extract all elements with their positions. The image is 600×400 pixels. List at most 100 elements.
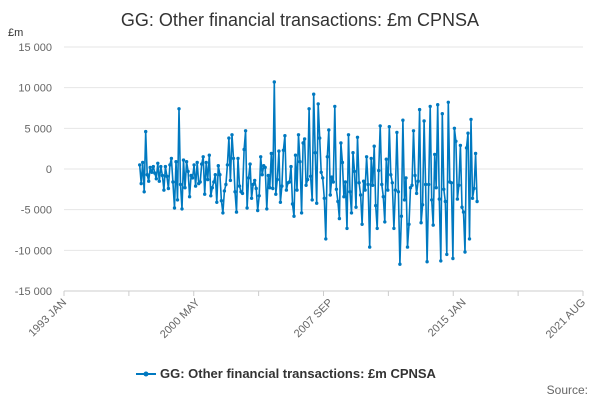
data-point[interactable] [339,141,343,145]
data-point[interactable] [475,199,479,204]
data-point[interactable] [431,223,435,227]
data-point[interactable] [318,136,322,140]
data-point[interactable] [216,164,220,168]
data-point[interactable] [464,146,469,150]
data-point[interactable] [392,226,396,231]
data-point[interactable] [460,205,464,209]
data-point[interactable] [177,107,181,111]
data-point[interactable] [198,180,202,184]
data-point[interactable] [234,210,239,214]
data-point[interactable] [445,252,449,257]
data-point[interactable] [440,112,444,116]
data-point[interactable] [192,163,196,167]
data-point[interactable] [222,189,227,193]
data-point[interactable] [172,206,177,210]
data-point[interactable] [274,192,278,196]
data-point[interactable] [178,182,183,187]
data-point[interactable] [361,179,366,183]
data-point[interactable] [301,141,305,145]
data-point[interactable] [334,187,339,191]
data-point[interactable] [413,173,417,178]
data-point[interactable] [190,176,195,180]
data-point[interactable] [393,188,398,192]
data-point[interactable] [283,134,287,138]
data-point[interactable] [304,183,308,187]
data-point[interactable] [221,211,225,215]
data-point[interactable] [324,237,328,241]
data-point[interactable] [461,210,466,214]
data-point[interactable] [419,221,423,225]
legend[interactable]: GG: Other financial transactions: £m CPN… [136,366,437,381]
data-point[interactable] [153,171,157,175]
data-point[interactable] [272,80,276,84]
data-point[interactable] [473,151,478,156]
data-point[interactable] [171,180,175,184]
data-point[interactable] [157,179,161,183]
data-point[interactable] [414,191,419,196]
data-point[interactable] [325,155,329,159]
data-point[interactable] [233,190,237,194]
data-point[interactable] [437,197,441,201]
data-point[interactable] [142,190,146,194]
data-point[interactable] [248,162,252,166]
data-point[interactable] [316,102,320,106]
data-point[interactable] [295,188,299,192]
data-point[interactable] [352,169,357,174]
data-point[interactable] [345,226,349,231]
data-point[interactable] [175,198,180,202]
data-point[interactable] [138,163,142,167]
data-point[interactable] [141,160,145,165]
data-point[interactable] [322,196,326,200]
data-point[interactable] [181,158,186,162]
data-point[interactable] [193,184,198,188]
data-point[interactable] [355,135,360,139]
data-point[interactable] [225,163,230,167]
data-point[interactable] [219,199,224,203]
data-point[interactable] [380,182,384,187]
data-point[interactable] [163,164,168,169]
data-point[interactable] [245,206,249,210]
data-point[interactable] [162,188,166,192]
data-point[interactable] [145,173,149,177]
data-point[interactable] [330,175,334,179]
data-point[interactable] [139,181,143,186]
data-point[interactable] [298,160,302,164]
data-point[interactable] [377,168,381,173]
data-point[interactable] [458,143,463,148]
data-point[interactable] [251,182,255,187]
data-point[interactable] [293,153,298,157]
data-point[interactable] [390,181,394,185]
data-point[interactable] [209,194,213,198]
data-point[interactable] [144,129,148,134]
data-point[interactable] [360,222,364,226]
data-point[interactable] [275,177,279,182]
data-point[interactable] [420,203,425,207]
data-point[interactable] [410,183,414,187]
data-point[interactable] [184,160,189,164]
data-point[interactable] [195,160,199,165]
data-point[interactable] [436,103,440,107]
data-point[interactable] [256,208,260,213]
data-point[interactable] [389,173,393,177]
data-point[interactable] [240,191,245,196]
data-point[interactable] [354,205,358,209]
data-point[interactable] [242,147,246,152]
data-point[interactable] [201,155,205,159]
data-point[interactable] [277,149,281,153]
data-point[interactable] [434,186,438,190]
data-point[interactable] [159,164,163,169]
data-point[interactable] [346,133,351,137]
data-point[interactable] [349,211,354,215]
data-point[interactable] [433,152,437,157]
data-point[interactable] [231,156,236,161]
data-point[interactable] [470,196,475,200]
data-point[interactable] [266,173,270,178]
data-point[interactable] [289,164,293,169]
data-point[interactable] [218,173,222,177]
data-point[interactable] [411,129,416,133]
data-point[interactable] [259,155,263,159]
data-point[interactable] [405,245,410,249]
data-point[interactable] [307,107,311,111]
data-point[interactable] [308,174,313,178]
data-point[interactable] [290,202,295,206]
